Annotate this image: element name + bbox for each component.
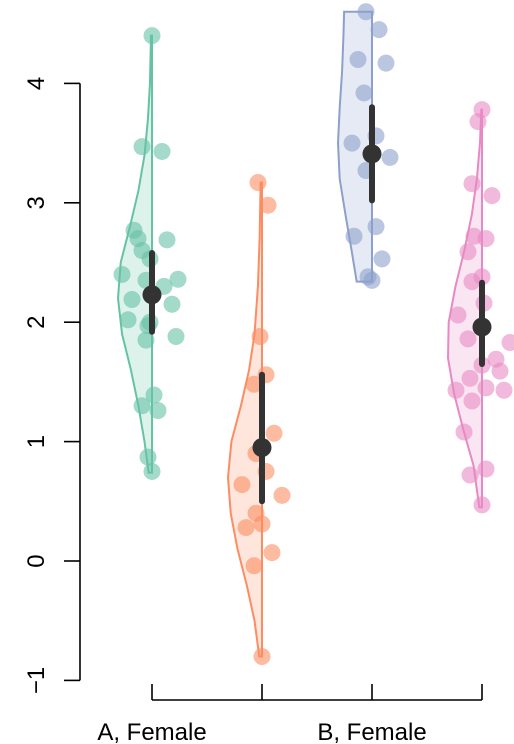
data-point — [137, 331, 155, 349]
data-point — [113, 265, 131, 283]
data-point — [145, 386, 163, 404]
data-point — [139, 448, 157, 466]
y-tick-label: 2 — [23, 316, 50, 329]
data-point — [143, 27, 161, 45]
data-point — [449, 306, 467, 324]
data-point — [169, 270, 187, 288]
data-point — [253, 515, 271, 533]
data-point — [263, 544, 281, 562]
data-point — [477, 460, 495, 478]
data-point — [233, 476, 251, 494]
mean-point-3 — [362, 144, 382, 164]
data-point — [477, 230, 495, 248]
data-point — [259, 196, 277, 214]
y-tick-label: 1 — [23, 435, 50, 448]
data-point — [459, 243, 477, 261]
data-point — [167, 328, 185, 346]
data-point — [249, 174, 267, 192]
mean-point-2 — [252, 438, 272, 458]
data-point — [123, 291, 141, 309]
interval-layer — [142, 104, 492, 505]
data-point — [381, 148, 399, 166]
data-point — [459, 330, 477, 348]
y-axis: −1 0 1 2 3 4 — [23, 77, 81, 694]
data-point — [461, 466, 479, 484]
data-point — [461, 369, 479, 387]
data-point — [463, 273, 481, 291]
data-point — [133, 397, 151, 415]
data-point — [355, 84, 373, 102]
data-point — [273, 486, 291, 504]
data-point — [363, 271, 381, 289]
data-point — [119, 311, 137, 329]
x-tick-label: B, Female — [317, 719, 426, 744]
data-point — [357, 3, 375, 21]
data-point — [153, 142, 171, 160]
x-axis: A, Female B, Female — [97, 684, 483, 744]
data-point — [477, 379, 495, 397]
data-point — [491, 362, 509, 380]
data-point — [245, 557, 263, 575]
data-point — [501, 334, 514, 351]
data-point — [345, 227, 363, 245]
y-tick-label: −1 — [23, 667, 50, 694]
data-point — [367, 218, 385, 236]
data-point — [373, 250, 391, 268]
data-point — [253, 648, 271, 666]
data-point — [483, 187, 501, 205]
mean-point-1 — [142, 285, 162, 305]
mean-point-4 — [472, 317, 492, 337]
y-tick-label: 0 — [23, 554, 50, 567]
data-point — [463, 392, 481, 410]
data-point — [447, 381, 465, 399]
data-point — [377, 54, 395, 72]
data-point — [237, 519, 255, 537]
y-tick-label: 3 — [23, 196, 50, 209]
data-point — [455, 423, 473, 441]
data-point — [149, 402, 167, 420]
data-point — [469, 113, 487, 131]
x-tick-label: A, Female — [97, 719, 206, 744]
data-point — [163, 295, 181, 313]
y-tick-label: 4 — [23, 77, 50, 90]
data-point — [158, 231, 176, 249]
data-point — [143, 462, 161, 480]
data-point — [133, 138, 151, 156]
data-point — [370, 21, 388, 39]
data-point — [265, 424, 283, 442]
violin-2 — [226, 181, 263, 658]
data-point — [245, 375, 263, 393]
data-point — [495, 381, 513, 399]
data-point — [343, 134, 361, 152]
data-point — [251, 328, 269, 346]
data-point — [473, 496, 491, 514]
data-point — [349, 51, 367, 69]
data-point — [463, 175, 481, 193]
